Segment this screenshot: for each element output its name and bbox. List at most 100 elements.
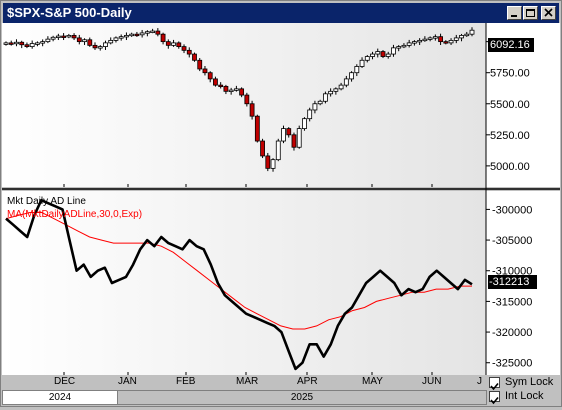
- down-candle: [176, 42, 182, 48]
- up-candle: [233, 88, 239, 91]
- maximize-button[interactable]: [523, 6, 538, 20]
- up-candle: [432, 36, 438, 39]
- down-candle: [19, 41, 25, 46]
- up-candle: [45, 38, 51, 43]
- year-label-2025: 2025: [117, 390, 487, 405]
- sym-lock-label: Sym Lock: [505, 376, 554, 388]
- down-candle: [87, 39, 93, 46]
- month-label: FEB: [176, 376, 196, 387]
- up-candle: [354, 66, 360, 74]
- price-panel[interactable]: [2, 23, 486, 187]
- down-candle: [443, 41, 449, 44]
- price-tick-label: 5750.00: [490, 68, 530, 80]
- int-lock-label: Int Lock: [505, 390, 544, 402]
- down-candle: [186, 49, 192, 55]
- sym-lock-checkbox[interactable]: [489, 377, 500, 391]
- down-candle: [380, 51, 386, 57]
- up-candle: [417, 39, 423, 43]
- price-tick-label: 5250.00: [490, 130, 530, 142]
- down-candle: [254, 115, 260, 142]
- up-candle: [281, 128, 286, 142]
- down-candle: [61, 35, 66, 38]
- up-candle: [343, 78, 349, 86]
- down-candle: [260, 140, 265, 157]
- down-candle: [8, 42, 14, 45]
- ma-legend: MA(MktDailyADLine,30,0,Exp): [7, 209, 143, 220]
- up-candle: [302, 118, 307, 130]
- price-tick-label: 5500.00: [490, 99, 530, 111]
- up-candle: [333, 88, 339, 92]
- down-candle: [92, 44, 98, 49]
- down-candle: [202, 68, 208, 74]
- down-candle: [197, 59, 203, 70]
- up-candle: [307, 109, 313, 120]
- up-candle: [370, 53, 375, 57]
- down-candle: [286, 128, 292, 136]
- up-candle: [412, 41, 417, 44]
- up-candle: [422, 38, 428, 42]
- month-label: JAN: [118, 376, 137, 387]
- up-candle: [469, 29, 475, 35]
- up-candle: [171, 42, 176, 46]
- check-icon: [490, 382, 499, 391]
- month-label: MAY: [362, 376, 383, 387]
- down-candle: [76, 37, 82, 43]
- up-candle: [275, 140, 281, 161]
- up-candle: [144, 31, 150, 34]
- up-candle: [228, 89, 234, 92]
- month-label: APR: [297, 376, 318, 387]
- up-candle: [322, 93, 328, 102]
- minimize-icon: [511, 15, 517, 17]
- up-candle: [3, 42, 9, 45]
- month-label: DEC: [54, 376, 76, 387]
- down-candle: [244, 94, 250, 105]
- up-candle: [270, 159, 276, 169]
- up-candle: [312, 103, 318, 111]
- window-title: $SPX-S&P 500-Daily: [7, 5, 132, 20]
- close-button[interactable]: [541, 6, 556, 20]
- ma-line: [5, 212, 472, 330]
- ad-tick-label: -320000: [492, 327, 532, 339]
- int-lock-checkbox[interactable]: [489, 391, 500, 405]
- down-candle: [24, 44, 30, 48]
- up-candle: [453, 37, 459, 41]
- up-candle: [401, 44, 407, 48]
- up-candle: [359, 59, 365, 67]
- up-candle: [55, 35, 61, 38]
- up-candle: [103, 42, 108, 48]
- up-candle: [364, 56, 370, 61]
- down-candle: [213, 78, 218, 86]
- down-candle: [181, 46, 187, 51]
- month-label: JUN: [422, 376, 442, 387]
- up-candle: [124, 35, 129, 38]
- title-bar[interactable]: $SPX-S&P 500-Daily: [3, 3, 559, 23]
- down-candle: [291, 134, 297, 148]
- indicator-panel[interactable]: [2, 191, 486, 375]
- maximize-icon: [526, 9, 535, 17]
- up-candle: [29, 43, 35, 48]
- up-candle: [40, 41, 46, 44]
- up-candle: [338, 84, 344, 90]
- ad-tick-label: -325000: [492, 358, 532, 370]
- up-candle: [427, 37, 433, 40]
- down-candle: [239, 88, 245, 96]
- up-candle: [375, 51, 381, 55]
- up-candle: [118, 36, 124, 39]
- down-candle: [160, 33, 166, 43]
- up-candle: [391, 47, 396, 55]
- ad-line: [5, 198, 473, 371]
- up-candle: [385, 53, 391, 57]
- up-candle: [66, 35, 72, 38]
- minimize-button[interactable]: [507, 6, 522, 20]
- up-candle: [459, 35, 464, 39]
- up-candle: [328, 90, 334, 95]
- down-candle: [71, 35, 77, 39]
- down-candle: [438, 36, 443, 43]
- up-candle: [82, 39, 87, 43]
- up-candle: [349, 72, 354, 80]
- up-candle: [14, 41, 19, 45]
- year-label-2024: 2024: [2, 390, 118, 405]
- up-candle: [35, 42, 40, 45]
- down-candle: [165, 41, 171, 46]
- ad-tick-label: -310000: [492, 266, 532, 278]
